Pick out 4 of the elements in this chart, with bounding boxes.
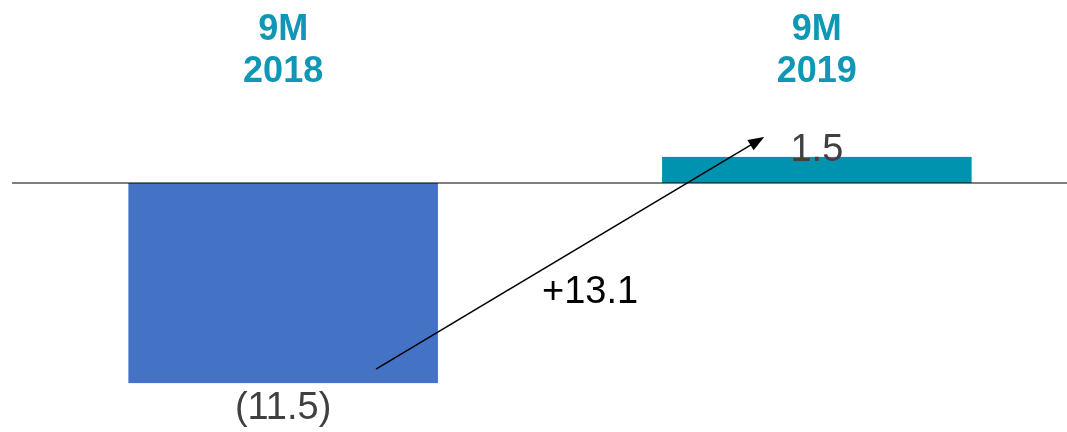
x-tick-label: 9M 2018 (243, 7, 324, 90)
data-label: (11.5) (234, 385, 332, 428)
x-tick-label: 9M 2019 (776, 7, 857, 90)
annotation: +13.1 (542, 269, 639, 311)
